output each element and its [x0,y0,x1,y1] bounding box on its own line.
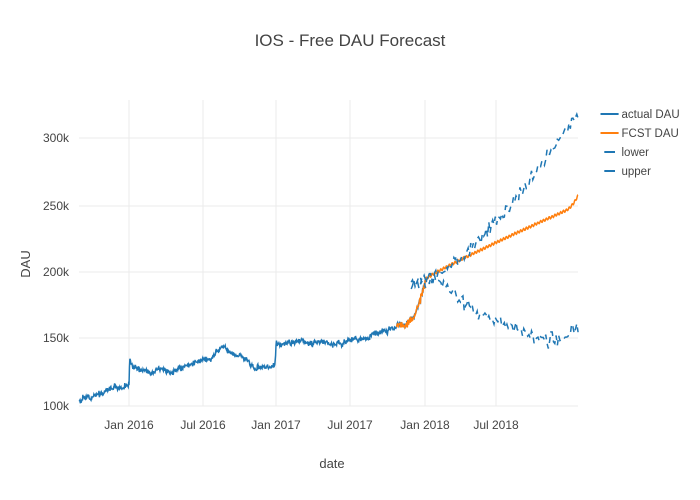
svg-text:Jul 2017: Jul 2017 [327,418,373,432]
svg-text:FCST DAU: FCST DAU [622,128,679,140]
svg-text:date: date [319,456,344,471]
svg-text:Jan 2017: Jan 2017 [251,418,301,432]
svg-text:actual DAU: actual DAU [622,109,680,121]
svg-text:lower: lower [622,147,650,159]
svg-text:200k: 200k [43,265,70,279]
svg-text:Jan 2018: Jan 2018 [400,418,450,432]
svg-text:100k: 100k [43,399,70,413]
svg-text:Jul 2016: Jul 2016 [180,418,226,432]
svg-text:250k: 250k [43,199,70,213]
svg-text:Jul 2018: Jul 2018 [473,418,519,432]
svg-text:Jan 2016: Jan 2016 [104,418,154,432]
svg-text:IOS - Free DAU Forecast: IOS - Free DAU Forecast [255,31,446,50]
svg-text:300k: 300k [43,131,70,145]
svg-text:150k: 150k [43,331,70,345]
svg-text:upper: upper [622,166,652,178]
svg-text:DAU: DAU [18,250,33,277]
